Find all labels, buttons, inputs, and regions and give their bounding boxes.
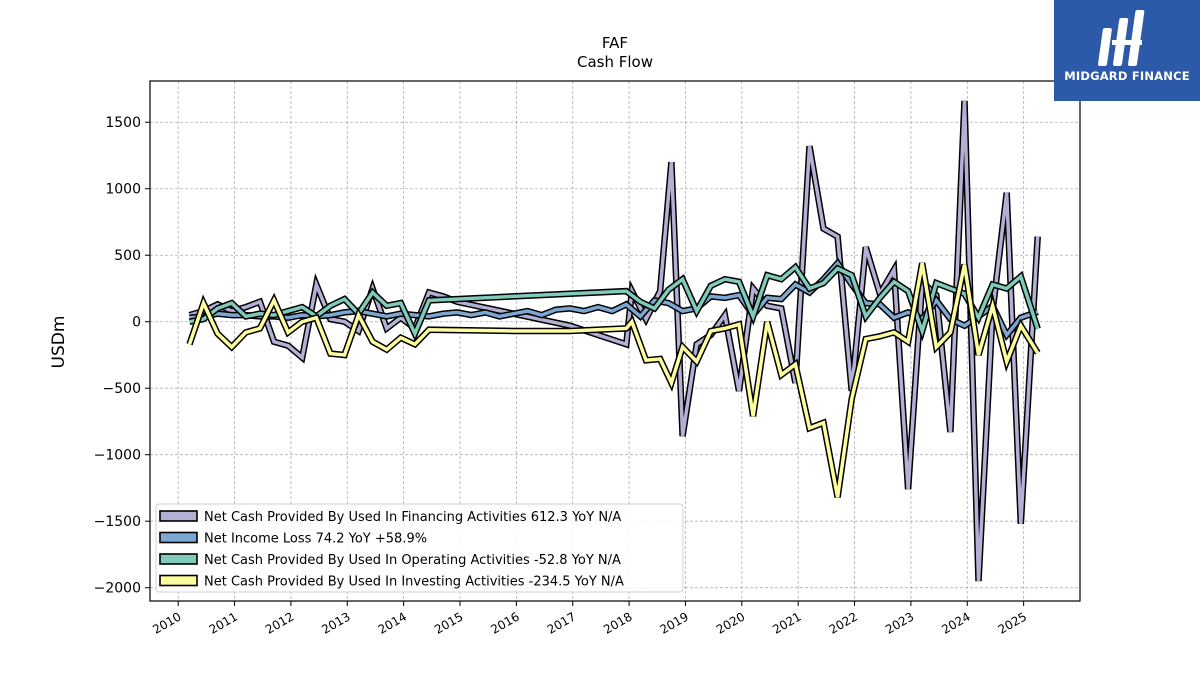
x-tick-label: 2014 bbox=[376, 609, 409, 636]
x-tick-label: 2013 bbox=[319, 609, 352, 636]
legend-label-4: Net Cash Provided By Used In Investing A… bbox=[204, 575, 624, 590]
x-tick-label: 2018 bbox=[601, 609, 634, 636]
x-tick-label: 2019 bbox=[658, 609, 691, 636]
y-tick-label: 1500 bbox=[105, 115, 141, 131]
legend: Net Cash Provided By Used In Financing A… bbox=[155, 503, 684, 593]
x-tick-label: 2011 bbox=[207, 609, 240, 636]
x-tick-label: 2010 bbox=[150, 609, 183, 636]
x-tick-label: 2016 bbox=[488, 609, 521, 636]
legend-swatch-3 bbox=[159, 553, 198, 565]
x-tick-label: 2015 bbox=[432, 609, 465, 636]
x-axis-ticks: 2010 2011 2012 2013 2014 2015 2016 2017 2018 2019… bbox=[150, 601, 1029, 637]
x-tick-label: 2024 bbox=[939, 609, 972, 636]
midgard-logo-icon bbox=[1097, 10, 1145, 66]
chart-subtitle: Cash Flow bbox=[577, 53, 653, 71]
x-tick-label: 2021 bbox=[770, 609, 803, 636]
legend-swatch-1 bbox=[159, 510, 198, 522]
series-lines bbox=[186, 100, 1041, 582]
legend-label-1: Net Cash Provided By Used In Financing A… bbox=[204, 510, 621, 525]
x-tick-label: 2025 bbox=[996, 609, 1029, 636]
legend-label-3: Net Cash Provided By Used In Operating A… bbox=[204, 553, 621, 568]
y-tick-label: −500 bbox=[103, 381, 141, 397]
legend-swatch-4 bbox=[159, 574, 198, 587]
legend-swatch-2 bbox=[159, 531, 198, 544]
x-tick-label: 2017 bbox=[545, 609, 578, 636]
series-line-2 bbox=[189, 260, 1039, 339]
x-tick-label: 2020 bbox=[714, 609, 747, 636]
series-line-3 bbox=[189, 264, 1040, 339]
x-tick-label: 2023 bbox=[883, 609, 916, 636]
series-line-1 bbox=[189, 100, 1040, 582]
legend-label-2: Net Income Loss 74.2 YoY +58.9% bbox=[204, 532, 427, 547]
brand-logo: MIDGARD FINANCE bbox=[1054, 0, 1200, 101]
series-line-4 bbox=[187, 262, 1040, 498]
x-tick-label: 2022 bbox=[827, 609, 860, 636]
brand-name: MIDGARD FINANCE bbox=[1064, 69, 1190, 83]
y-tick-label: 1000 bbox=[105, 182, 141, 198]
y-tick-label: 0 bbox=[132, 315, 141, 331]
y-tick-label: 500 bbox=[114, 248, 141, 264]
plot-frame bbox=[149, 80, 1081, 602]
y-axis-ticks: −2000 −1500 −1000 −500 0 500 1000 1500 bbox=[94, 115, 150, 597]
chart-title: FAF bbox=[602, 34, 628, 52]
legend-box bbox=[155, 503, 684, 593]
y-axis-label: USDm bbox=[49, 316, 69, 369]
y-tick-label: −1000 bbox=[94, 448, 141, 464]
y-tick-label: −1500 bbox=[94, 514, 141, 530]
x-tick-label: 2012 bbox=[263, 609, 296, 636]
y-tick-label: −2000 bbox=[94, 581, 141, 597]
